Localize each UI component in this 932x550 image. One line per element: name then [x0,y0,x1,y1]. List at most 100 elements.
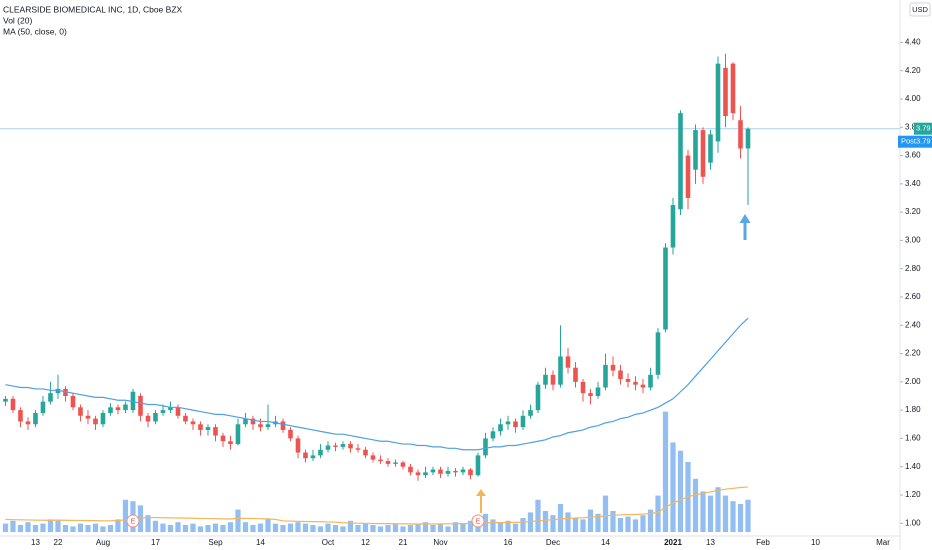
candle-body [543,374,548,385]
volume-bar [2,523,9,532]
volume-bar [610,511,616,532]
volume-bar [505,520,511,532]
candle-body [100,412,106,425]
volume-bar [317,526,324,532]
volume-bar [340,526,346,532]
volume-bar [167,525,174,532]
candle-body [468,469,473,476]
y-tick-label: 4.00 [905,94,921,103]
volume-bar [137,505,144,532]
y-tick-label: 4.40 [905,38,921,47]
candle-body [715,63,721,142]
volume-bar [355,525,361,532]
candle-body [625,379,631,382]
volume-bar [362,523,369,532]
candle-body [183,415,188,422]
candle-body [663,247,668,330]
candle-body [40,401,46,413]
event-label: E [476,518,481,525]
candle-body [340,444,346,447]
volume-bar [512,523,519,532]
volume-bar [617,518,624,532]
candle-body [580,381,586,394]
y-tick-label: 3.40 [905,179,921,188]
candle-body [640,384,646,388]
candle-body [738,120,743,149]
volume-bar [707,495,714,532]
x-tick-label: Oct [322,538,335,547]
candle-body [333,445,338,447]
candle-body [228,441,233,445]
candle-body [243,418,248,425]
candle-body [213,427,218,436]
currency-box[interactable] [909,2,931,17]
candle-body [288,429,293,439]
candle-body [385,461,391,464]
x-tick-label: Mar [876,538,890,547]
volume-bar [47,519,54,532]
candle-body [78,407,83,416]
candle-body [250,418,256,425]
candle-body [310,455,316,459]
candle-body [378,459,383,462]
candle-body [3,398,8,402]
volume-bar [557,504,564,532]
candle-body [190,421,196,425]
candle-body [25,421,31,425]
volume-bar [467,520,474,532]
candle-body [258,424,263,428]
volume-bar [17,525,24,532]
y-tick-label: 3.00 [905,236,921,245]
candle-body [48,393,53,402]
last-price-label: 3.79 [916,124,931,133]
candle-body [430,469,436,473]
y-tick-label: 4.20 [905,66,921,75]
volume-bar [220,525,226,532]
candle-body [408,466,413,473]
volume-bar [662,411,669,532]
candle-body [55,388,61,394]
candle-body [573,367,578,382]
x-tick-label: 21 [399,538,408,547]
candle-body [123,404,128,411]
plot: 1.00 1.20 1.40 1.60 1.80 2.00 2.20 2.40 2.60 2.80… [0,38,932,547]
x-tick-label: Aug [96,538,110,547]
candle-body [445,470,451,474]
volume-bar [550,515,556,532]
volume-bar [235,509,241,532]
volume-bar [280,525,286,532]
event-circle [471,514,485,528]
candle-body [685,155,691,198]
volume-bar [422,522,429,532]
candle-body [723,67,728,116]
volume-bar [302,523,309,532]
x-tick-label: Dec [546,538,560,547]
candle-body [670,205,676,248]
volume-bar [100,526,106,532]
currency[interactable]: USD [912,5,928,14]
candle-body [460,469,466,473]
volume-bar [595,513,601,532]
y-tick-label: 2.80 [905,264,921,273]
volume-bar [625,516,631,532]
candle-body [618,370,623,380]
volume-bar [715,487,721,532]
x-tick-label: 2021 [664,538,682,547]
candle-body [595,387,601,396]
volume-bar [197,526,204,532]
volume-bar [257,523,264,532]
candle-body [145,415,151,422]
volume-bar [77,523,84,532]
candle-body [130,391,136,411]
volume-bar [377,526,384,532]
post-price-label: 3.79 [916,137,931,146]
candle-body [475,455,481,476]
candle-body [303,452,308,459]
candle-body [325,445,331,450]
candle-body [85,415,91,419]
volume-bar [25,522,31,532]
volume-bar [332,525,339,532]
candle-body [160,410,166,413]
candle-body [370,455,376,460]
